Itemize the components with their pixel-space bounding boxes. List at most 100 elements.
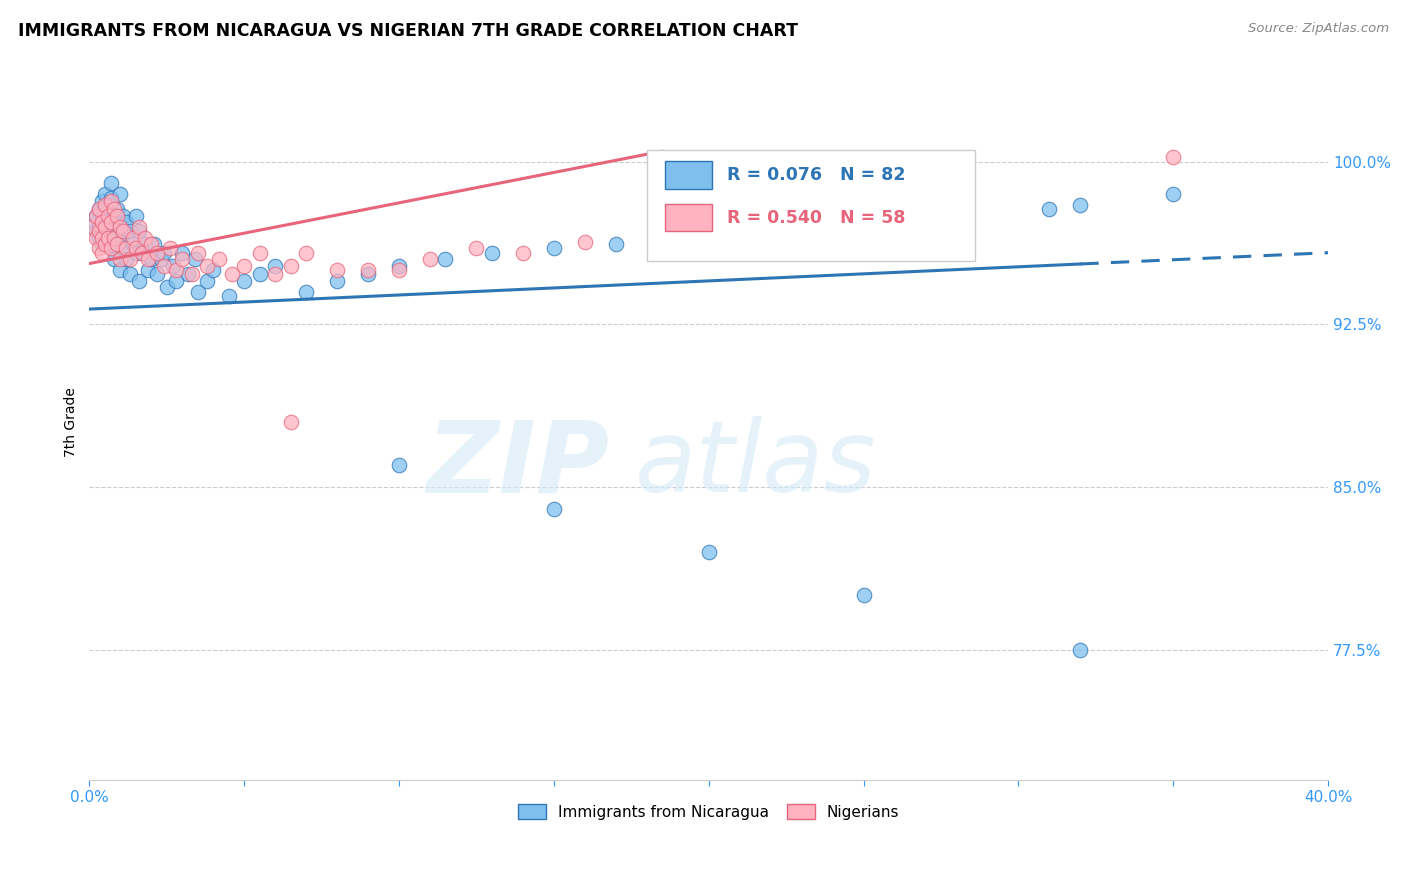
Point [149,252,172,267]
Point [87,202,110,217]
Point [419,252,441,267]
Point [82,213,104,227]
Point [159,241,181,255]
Text: ZIP: ZIP [426,417,610,513]
Point [94,230,117,244]
Point [84,230,107,244]
Point [105,237,128,252]
Point [105,237,128,252]
Text: IMMIGRANTS FROM NICARAGUA VS NIGERIAN 7TH GRADE CORRELATION CHART: IMMIGRANTS FROM NICARAGUA VS NIGERIAN 7T… [18,22,799,40]
Point [94,237,117,252]
Point [177,268,200,282]
Point [97,209,120,223]
Point [156,280,179,294]
Point [115,215,138,229]
Point [1038,202,1060,217]
Point [146,268,169,282]
Point [115,241,138,255]
Point [208,252,231,267]
Point [94,187,117,202]
Point [146,245,169,260]
Point [100,194,122,208]
Point [172,245,194,260]
Point [100,207,122,221]
Point [105,202,128,217]
Point [84,209,107,223]
Point [105,209,128,223]
Point [187,245,209,260]
Point [172,252,194,267]
Point [121,230,143,244]
Point [162,259,184,273]
Point [543,501,565,516]
Point [180,268,202,282]
Point [295,285,318,299]
Point [100,192,122,206]
Point [87,219,110,234]
Point [128,274,150,288]
Point [388,263,411,277]
Point [118,224,141,238]
Point [112,224,135,238]
Point [1069,198,1091,212]
Point [481,245,503,260]
Point [90,209,112,223]
Point [87,202,110,217]
Point [103,224,125,238]
Point [125,241,148,255]
Point [295,245,318,260]
Point [110,219,132,234]
Point [574,235,596,249]
Legend: Immigrants from Nicaragua, Nigerians: Immigrants from Nicaragua, Nigerians [512,797,905,826]
Point [136,252,159,267]
Point [100,215,122,229]
Point [651,224,673,238]
Point [326,274,349,288]
Point [165,274,187,288]
Point [136,263,159,277]
Point [94,219,117,234]
Point [110,219,132,234]
Point [357,268,380,282]
Point [121,237,143,252]
Point [233,259,256,273]
Point [326,263,349,277]
Point [143,237,166,252]
Point [84,209,107,223]
Point [434,252,457,267]
Point [128,224,150,238]
Point [97,198,120,212]
Point [94,215,117,229]
Point [141,252,163,267]
Point [165,263,187,277]
Point [280,415,302,429]
Point [249,268,271,282]
Point [118,252,141,267]
Point [82,219,104,234]
Point [1161,187,1184,202]
Point [125,209,148,223]
Point [1161,150,1184,164]
Point [84,224,107,238]
Point [945,209,967,223]
Point [233,274,256,288]
Point [110,252,132,267]
Point [543,241,565,255]
Point [100,177,122,191]
Point [112,209,135,223]
Point [852,588,875,602]
Point [134,237,156,252]
Point [202,263,225,277]
Text: atlas: atlas [634,417,876,513]
Point [100,239,122,253]
Point [125,245,148,260]
FancyBboxPatch shape [647,150,976,260]
Point [97,226,120,240]
Point [103,202,125,217]
Point [90,194,112,208]
Point [115,252,138,267]
Point [110,263,132,277]
Point [195,274,218,288]
Point [87,230,110,244]
Point [103,209,125,223]
